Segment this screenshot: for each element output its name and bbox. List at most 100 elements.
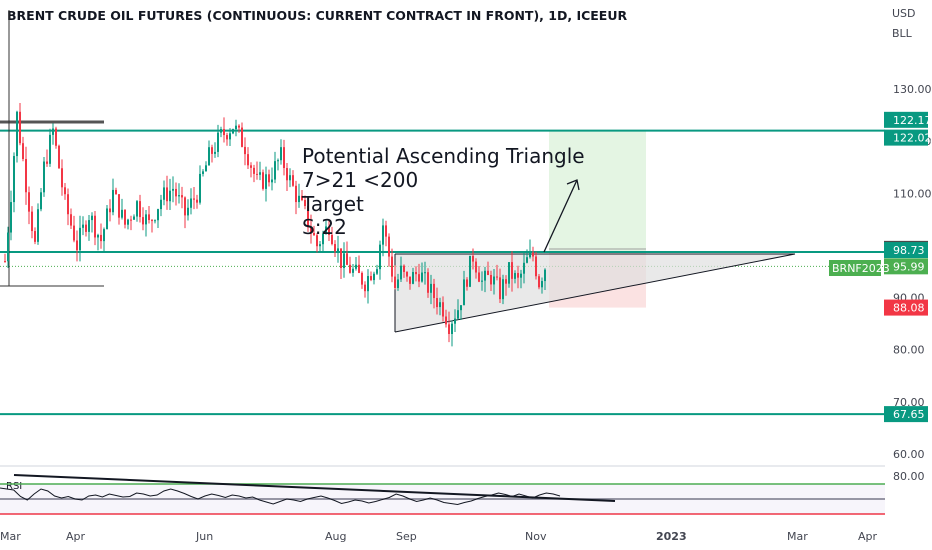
candle-body (274, 161, 276, 180)
candle-body (286, 168, 288, 181)
candle-body (226, 135, 228, 140)
price-badge-text: 95.99 (893, 260, 925, 273)
candle-body (100, 234, 102, 242)
candle-body (118, 194, 120, 218)
candle-body (448, 324, 450, 334)
candle-body (76, 240, 78, 251)
candle-body (436, 298, 438, 308)
candle-body (190, 198, 192, 208)
candle-body (538, 276, 540, 288)
candle-body (25, 159, 27, 193)
candle-body (421, 272, 423, 282)
candle-body (142, 217, 144, 225)
annotation-text: Potential Ascending Triangle 7>21 <200 T… (301, 144, 585, 239)
candle-body (211, 147, 213, 154)
candle-body (331, 234, 333, 245)
candle-body (229, 133, 231, 140)
breakout-arrow (543, 179, 578, 253)
candle-body (412, 272, 414, 284)
candle-body (292, 175, 294, 186)
x-tick-label: Mar (787, 530, 808, 543)
candle-body (31, 211, 33, 232)
price-badge-text: 88.08 (893, 302, 925, 315)
candle-body (46, 161, 48, 164)
x-tick-label: Apr (66, 530, 86, 543)
candle-body (337, 248, 339, 252)
unit-label: BLL (892, 27, 913, 40)
y-tick-label: 70.00 (893, 396, 925, 409)
candle-body (67, 194, 69, 215)
candle-body (301, 195, 303, 201)
candle-body (487, 270, 489, 275)
candle-body (370, 276, 372, 281)
candle-body (97, 234, 99, 238)
candle-body (544, 269, 546, 282)
candle-body (316, 235, 318, 247)
candle-body (328, 226, 330, 235)
candle-body (247, 154, 249, 166)
candle-body (535, 256, 537, 277)
candle-body (376, 269, 378, 274)
candle-body (298, 195, 300, 203)
candle-body (427, 272, 429, 293)
candle-body (433, 283, 435, 299)
candle-body (340, 248, 342, 269)
candle-body (7, 232, 9, 262)
candle-body (154, 220, 156, 222)
candle-body (382, 225, 384, 245)
candle-body (133, 216, 135, 220)
candle-body (127, 219, 129, 225)
candle-body (40, 192, 42, 210)
candle-body (502, 279, 504, 300)
candle-body (355, 264, 357, 269)
candle-body (460, 305, 462, 311)
candle-body (28, 192, 30, 212)
rsi-trendline (13, 474, 616, 502)
candle-body (238, 125, 240, 128)
annotation-line-2: 7>21 <200 (302, 168, 418, 192)
candle-body (481, 280, 483, 282)
candle-body (265, 174, 267, 189)
profit-zone (549, 129, 646, 253)
candle-body (235, 125, 237, 130)
candle-body (79, 227, 81, 251)
candle-body (490, 274, 492, 285)
candle-body (466, 279, 468, 287)
candle-body (160, 199, 162, 210)
level-badge-box (884, 129, 928, 146)
rsi-panel: RSI 80.00 (0, 470, 925, 515)
candle-body (58, 145, 60, 169)
candle-body (157, 209, 159, 221)
candle-body (496, 276, 498, 278)
candle-body (484, 270, 486, 281)
candle-body (529, 252, 531, 258)
candle-body (442, 302, 444, 317)
candle-body (523, 262, 525, 274)
rsi-tick-label: 80.00 (893, 470, 925, 483)
candle-body (385, 225, 387, 237)
candle-body (313, 232, 315, 236)
candle-body (253, 167, 255, 174)
candle-body (367, 276, 369, 292)
candle-body (379, 244, 381, 270)
candle-body (91, 215, 93, 221)
candle-body (289, 175, 291, 181)
candle-body (325, 226, 327, 234)
candle-body (52, 128, 54, 135)
y-tick-label: 130.00 (893, 83, 932, 96)
candle-body (166, 187, 168, 202)
candle-body (358, 264, 360, 273)
annotation-line-1: Potential Ascending Triangle (302, 144, 585, 168)
currency-label: USD (892, 7, 916, 20)
x-tick-label: Apr (858, 530, 878, 543)
candle-body (181, 195, 183, 198)
candle-body (430, 283, 432, 293)
candle-body (304, 200, 306, 207)
candle-body (220, 129, 222, 133)
candle-body (22, 143, 24, 160)
candle-body (199, 173, 201, 203)
candle-body (184, 197, 186, 216)
candle-body (418, 274, 420, 282)
